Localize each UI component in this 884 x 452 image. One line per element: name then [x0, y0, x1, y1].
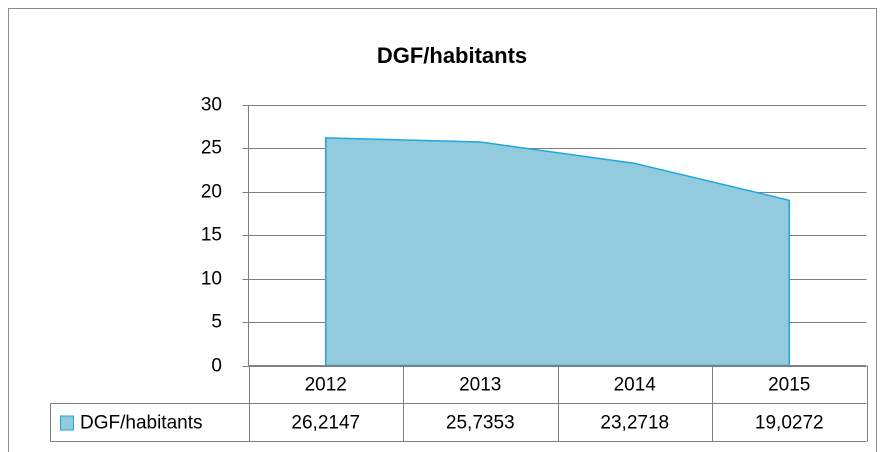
y-tick-label: 0	[211, 356, 222, 377]
y-tick-label: 15	[201, 225, 222, 246]
chart-title: DGF/habitants	[377, 43, 527, 68]
x-tick-label: 2014	[614, 375, 657, 396]
table-value: 25,7353	[446, 413, 515, 434]
table-value: 19,0272	[755, 413, 824, 434]
y-tick-label: 5	[211, 312, 222, 333]
x-tick-label: 2012	[305, 375, 347, 396]
legend-key	[60, 415, 74, 431]
x-tick-label: 2013	[459, 375, 501, 396]
y-tick-label: 20	[201, 182, 222, 203]
table-value: 26,2147	[291, 413, 360, 434]
y-tick-label: 25	[201, 138, 222, 159]
legend-label: DGF/habitants	[80, 413, 203, 434]
table-value: 23,2718	[600, 413, 669, 434]
y-tick-label: 10	[201, 269, 222, 290]
x-tick-label: 2015	[768, 375, 810, 396]
y-tick-label: 30	[201, 95, 222, 116]
